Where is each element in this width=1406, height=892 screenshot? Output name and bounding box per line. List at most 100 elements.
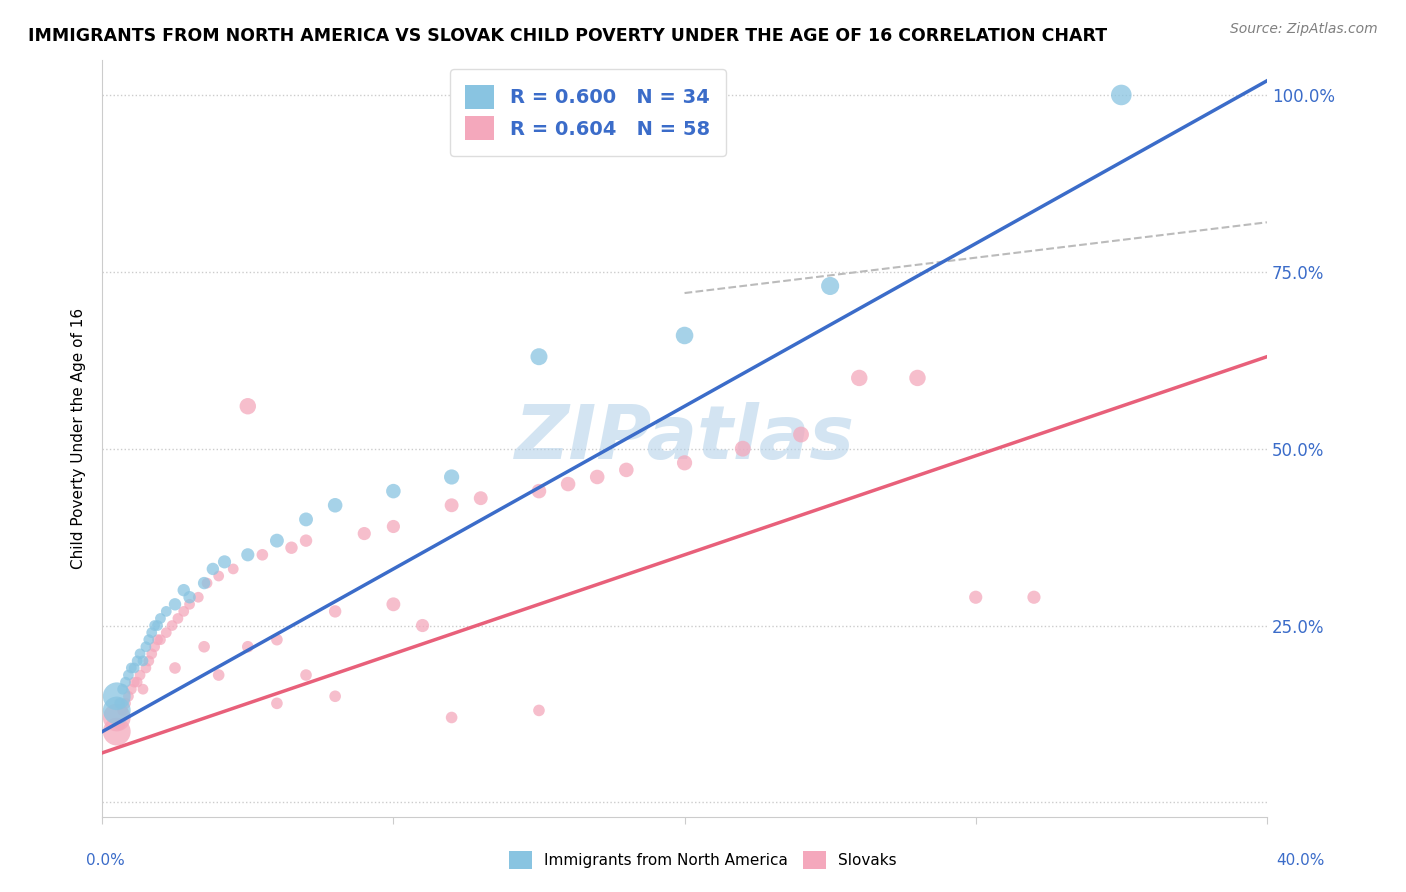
Point bbox=[135, 661, 157, 675]
Point bbox=[195, 576, 218, 591]
Point bbox=[222, 562, 245, 576]
Point bbox=[295, 512, 318, 526]
Point bbox=[527, 350, 550, 364]
Legend: R = 0.600   N = 34, R = 0.604   N = 58: R = 0.600 N = 34, R = 0.604 N = 58 bbox=[450, 70, 725, 156]
Point bbox=[173, 604, 195, 618]
Point bbox=[108, 697, 131, 711]
Point bbox=[848, 371, 870, 385]
Text: 40.0%: 40.0% bbox=[1277, 854, 1324, 868]
Text: ZIPatlas: ZIPatlas bbox=[515, 401, 855, 475]
Point bbox=[160, 618, 183, 632]
Point bbox=[117, 690, 139, 704]
Point bbox=[266, 533, 288, 548]
Point bbox=[353, 526, 375, 541]
Point bbox=[557, 477, 579, 491]
Point bbox=[236, 548, 259, 562]
Point bbox=[440, 470, 463, 484]
Point bbox=[208, 569, 231, 583]
Point bbox=[141, 625, 163, 640]
Point bbox=[252, 548, 274, 562]
Point bbox=[138, 632, 160, 647]
Point bbox=[127, 675, 149, 690]
Point bbox=[527, 703, 550, 717]
Legend: Immigrants from North America, Slovaks: Immigrants from North America, Slovaks bbox=[503, 845, 903, 875]
Point bbox=[122, 675, 145, 690]
Point bbox=[127, 654, 149, 668]
Point bbox=[111, 682, 134, 697]
Point bbox=[193, 576, 215, 591]
Point bbox=[208, 668, 231, 682]
Point bbox=[146, 632, 169, 647]
Point bbox=[323, 690, 346, 704]
Point bbox=[129, 647, 152, 661]
Point bbox=[132, 682, 155, 697]
Point bbox=[167, 611, 190, 625]
Point bbox=[411, 618, 433, 632]
Point bbox=[149, 632, 172, 647]
Text: IMMIGRANTS FROM NORTH AMERICA VS SLOVAK CHILD POVERTY UNDER THE AGE OF 16 CORREL: IMMIGRANTS FROM NORTH AMERICA VS SLOVAK … bbox=[28, 27, 1108, 45]
Point bbox=[382, 597, 405, 611]
Point bbox=[179, 591, 201, 605]
Point bbox=[614, 463, 637, 477]
Point bbox=[163, 597, 186, 611]
Point bbox=[295, 668, 318, 682]
Point bbox=[266, 697, 288, 711]
Point bbox=[1111, 87, 1133, 102]
Point bbox=[201, 562, 224, 576]
Point bbox=[105, 710, 128, 724]
Point bbox=[120, 661, 142, 675]
Point bbox=[323, 604, 346, 618]
Point bbox=[965, 591, 987, 605]
Point bbox=[105, 724, 128, 739]
Point bbox=[179, 597, 201, 611]
Point bbox=[105, 690, 128, 704]
Point bbox=[673, 328, 696, 343]
Point bbox=[155, 604, 177, 618]
Point bbox=[440, 710, 463, 724]
Point bbox=[790, 427, 813, 442]
Point bbox=[143, 618, 166, 632]
Point bbox=[323, 498, 346, 512]
Point bbox=[114, 697, 136, 711]
Point bbox=[173, 583, 195, 598]
Text: Source: ZipAtlas.com: Source: ZipAtlas.com bbox=[1230, 22, 1378, 37]
Point bbox=[440, 498, 463, 512]
Point bbox=[673, 456, 696, 470]
Point bbox=[120, 682, 142, 697]
Point bbox=[382, 519, 405, 533]
Point bbox=[236, 640, 259, 654]
Point bbox=[818, 279, 841, 293]
Point bbox=[155, 625, 177, 640]
Point bbox=[105, 703, 128, 717]
Point bbox=[111, 703, 134, 717]
Point bbox=[586, 470, 609, 484]
Point bbox=[280, 541, 302, 555]
Point bbox=[907, 371, 929, 385]
Point bbox=[163, 661, 186, 675]
Text: 0.0%: 0.0% bbox=[86, 854, 125, 868]
Point bbox=[149, 611, 172, 625]
Point bbox=[141, 647, 163, 661]
Point bbox=[236, 399, 259, 413]
Point bbox=[117, 668, 139, 682]
Point bbox=[132, 654, 155, 668]
Point bbox=[143, 640, 166, 654]
Point bbox=[138, 654, 160, 668]
Point bbox=[108, 717, 131, 731]
Point bbox=[295, 533, 318, 548]
Point bbox=[214, 555, 236, 569]
Point bbox=[122, 661, 145, 675]
Point bbox=[187, 591, 209, 605]
Point bbox=[470, 491, 492, 506]
Point bbox=[382, 484, 405, 499]
Point bbox=[731, 442, 754, 456]
Point bbox=[114, 675, 136, 690]
Point bbox=[129, 668, 152, 682]
Point bbox=[135, 640, 157, 654]
Point bbox=[1022, 591, 1045, 605]
Point bbox=[527, 484, 550, 499]
Point bbox=[146, 618, 169, 632]
Y-axis label: Child Poverty Under the Age of 16: Child Poverty Under the Age of 16 bbox=[72, 308, 86, 568]
Point bbox=[193, 640, 215, 654]
Point bbox=[266, 632, 288, 647]
